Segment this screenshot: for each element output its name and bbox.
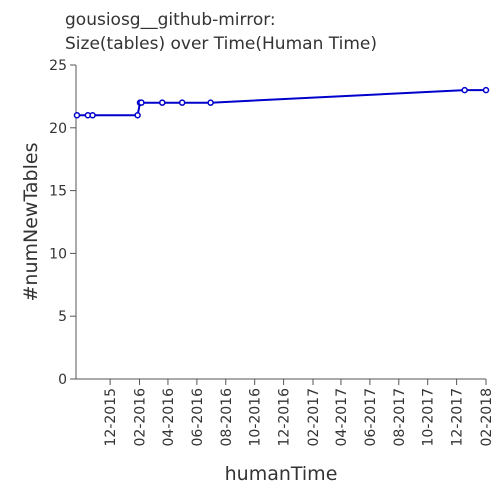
x-tick-label: 10-2017 <box>421 388 437 447</box>
x-tick-label: 04-2016 <box>161 388 177 447</box>
data-point <box>138 99 145 106</box>
chart-title-line-2: Size(tables) over Time(Human Time) <box>65 34 377 54</box>
y-tick-label: 25 <box>49 58 67 74</box>
y-tick-label: 0 <box>58 372 67 388</box>
data-point <box>73 111 81 119</box>
x-tick-label: 08-2016 <box>219 388 235 447</box>
y-tick-label: 5 <box>58 309 67 325</box>
x-tick-label: 06-2017 <box>363 388 379 447</box>
x-tick-label: 02-2016 <box>133 388 149 447</box>
x-ticks: 12-2015 02-2016 04-2016 06-2016 08-2016 10-20… <box>103 379 495 447</box>
y-axis-label: #numNewTables <box>20 143 42 302</box>
data-point <box>159 99 166 106</box>
x-tick-label: 06-2016 <box>190 388 206 447</box>
data-point <box>134 111 141 119</box>
data-point <box>482 86 490 94</box>
x-tick-label: 12-2015 <box>103 388 119 447</box>
x-tick-label: 02-2018 <box>479 388 495 447</box>
y-tick-label: 15 <box>49 184 67 200</box>
chart-title: gousiosg__github-mirror: Size(tables) ov… <box>65 8 377 56</box>
y-ticks: 0 5 10 15 20 25 <box>49 58 76 388</box>
data-point <box>207 99 214 106</box>
data-point <box>178 99 186 106</box>
x-axis-label: humanTime <box>225 463 338 485</box>
data-point <box>461 86 468 94</box>
x-tick-label: 02-2017 <box>306 388 322 447</box>
chart-title-line-1: gousiosg__github-mirror: <box>65 10 276 30</box>
x-tick-label: 12-2016 <box>277 388 293 447</box>
series-line <box>73 86 490 119</box>
x-tick-label: 08-2017 <box>392 388 408 447</box>
data-point <box>89 111 96 119</box>
x-tick-label: 10-2016 <box>248 388 264 447</box>
y-tick-label: 10 <box>49 246 67 262</box>
x-tick-label: 04-2017 <box>334 388 350 447</box>
y-tick-label: 20 <box>49 121 67 137</box>
x-tick-label: 12-2017 <box>450 388 466 447</box>
